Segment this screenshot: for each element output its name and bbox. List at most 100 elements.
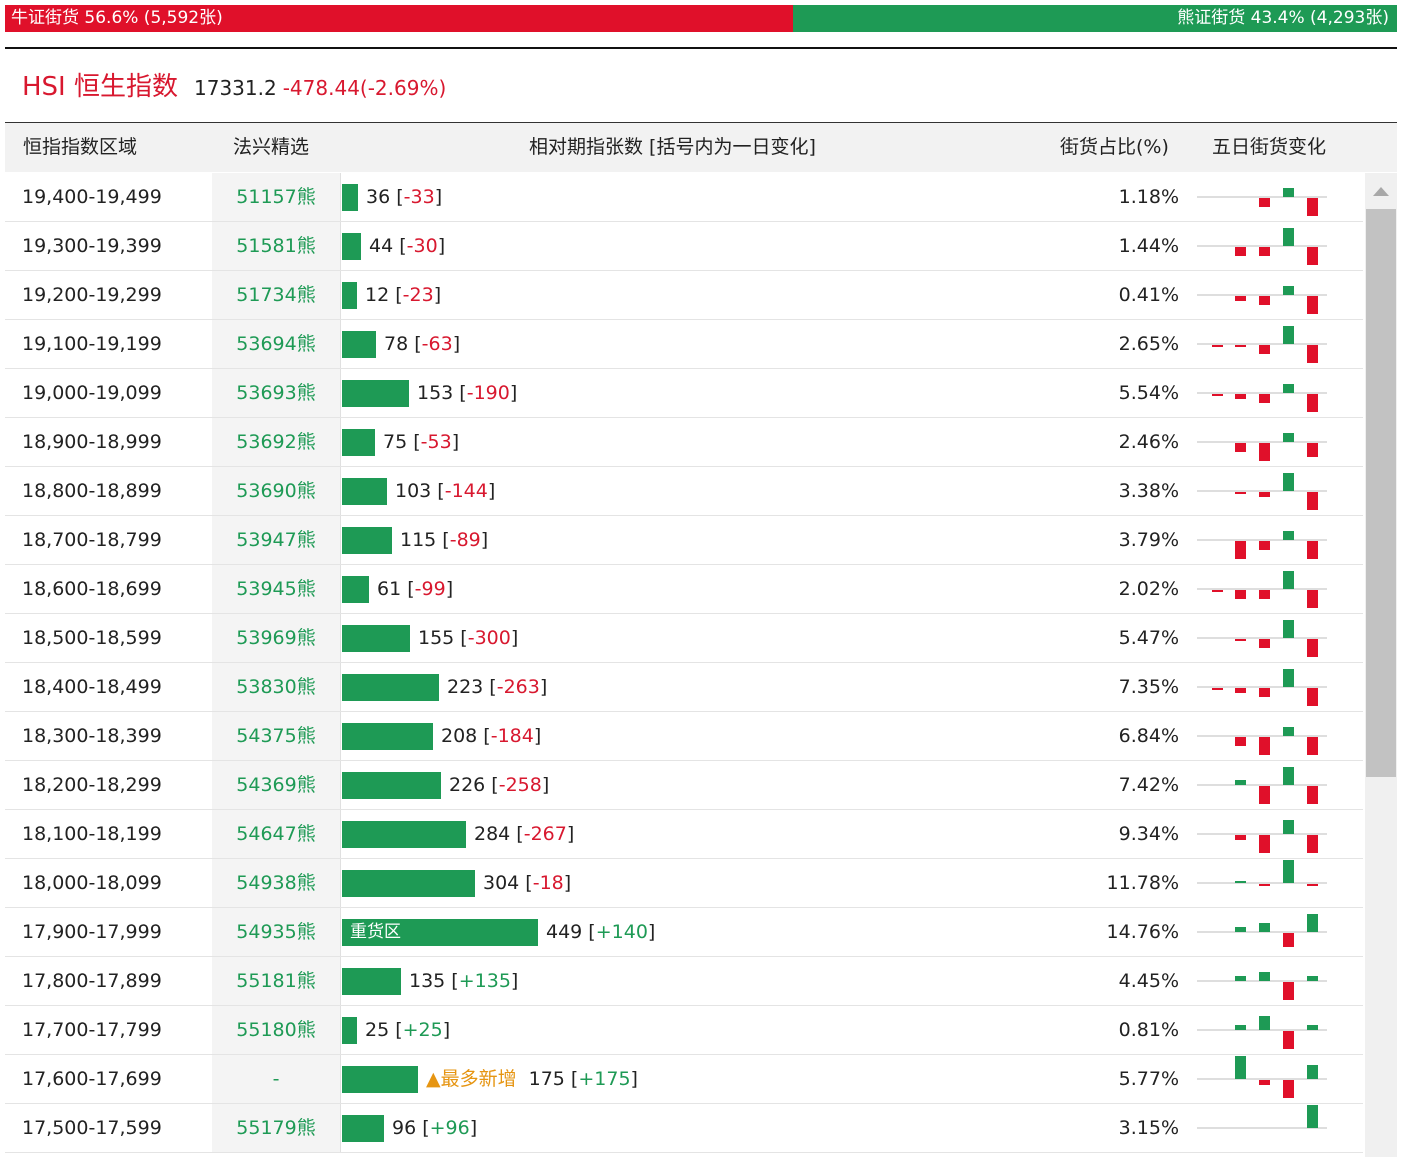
table-row: 18,700-18,799 53947熊 115 [-89] 3.79%	[5, 516, 1363, 565]
daily-change: -18	[532, 872, 564, 894]
table-header: 恒指指数区域 法兴精选 相对期指张数 [括号内为一日变化] 街货占比(%) 五日…	[5, 122, 1397, 172]
contracts-text: 96 [+96]	[392, 1117, 478, 1139]
contracts-text: 223 [-263]	[447, 676, 548, 698]
range-cell: 18,800-18,899	[22, 480, 162, 502]
range-cell: 17,700-17,799	[22, 1019, 162, 1041]
daily-change: +25	[402, 1019, 443, 1041]
sparkline-bar	[1283, 1080, 1294, 1098]
sparkline-bar	[1307, 884, 1318, 886]
contracts-text: 103 [-144]	[395, 480, 496, 502]
contracts-count: 155	[418, 627, 455, 649]
percentage-cell: 2.02%	[1118, 578, 1179, 600]
pick-link[interactable]: 53693熊	[212, 369, 340, 417]
percentage-cell: 2.65%	[1118, 333, 1179, 355]
daily-change: -30	[406, 235, 438, 257]
sparkline-bar	[1235, 541, 1246, 559]
sparkline-bar	[1307, 590, 1318, 608]
sparkline-bar	[1307, 688, 1318, 706]
contracts-cell: 61 [-99]	[340, 565, 1041, 613]
range-cell: 17,900-17,999	[22, 921, 162, 943]
daily-change: -267	[523, 823, 567, 845]
contracts-count: 75	[383, 431, 408, 453]
daily-change: -89	[449, 529, 481, 551]
five-day-sparkline	[1197, 908, 1327, 956]
pick-link[interactable]: 53692熊	[212, 418, 340, 466]
scroll-thumb[interactable]	[1366, 209, 1396, 777]
contracts-text: 135 [+135]	[409, 970, 519, 992]
contracts-bar	[342, 625, 410, 652]
pick-link[interactable]: 53969熊	[212, 614, 340, 662]
contracts-text: 226 [-258]	[449, 774, 550, 796]
range-cell: 19,400-19,499	[22, 186, 162, 208]
sparkline-bar	[1283, 473, 1294, 491]
five-day-sparkline	[1197, 957, 1327, 1005]
pick-link[interactable]: 54369熊	[212, 761, 340, 809]
contracts-cell: 96 [+96]	[340, 1104, 1041, 1152]
pick-link[interactable]: 53694熊	[212, 320, 340, 368]
daily-change: +96	[429, 1117, 470, 1139]
contracts-bar	[342, 674, 439, 701]
contracts-text: 284 [-267]	[474, 823, 575, 845]
daily-change: -144	[444, 480, 488, 502]
pick-link[interactable]: 53690熊	[212, 467, 340, 515]
contracts-bar	[342, 331, 376, 358]
contracts-count: 115	[400, 529, 437, 551]
five-day-sparkline	[1197, 1006, 1327, 1054]
contracts-count: 175	[528, 1068, 565, 1090]
sparkline-bar	[1259, 247, 1270, 256]
sparkline-bar	[1259, 296, 1270, 305]
pick-link[interactable]: 55179熊	[212, 1104, 340, 1152]
sparkline-bar	[1259, 923, 1270, 932]
sparkline-bar	[1283, 188, 1294, 197]
sparkline-bar	[1307, 835, 1318, 853]
contracts-text: 12 [-23]	[365, 284, 442, 306]
contracts-bar	[342, 478, 387, 505]
pick-link[interactable]: 55181熊	[212, 957, 340, 1005]
five-day-sparkline	[1197, 712, 1327, 760]
pick-link[interactable]: 51157熊	[212, 173, 340, 221]
sparkline-bar	[1307, 914, 1318, 932]
scrollbar[interactable]	[1365, 173, 1397, 1157]
pick-link[interactable]: 54935熊	[212, 908, 340, 956]
table-row: 18,300-18,399 54375熊 208 [-184] 6.84%	[5, 712, 1363, 761]
sparkline-bar	[1235, 443, 1246, 452]
table-row: 18,200-18,299 54369熊 226 [-258] 7.42%	[5, 761, 1363, 810]
table-row: 19,000-19,099 53693熊 153 [-190] 5.54%	[5, 369, 1363, 418]
daily-change: -190	[466, 382, 510, 404]
pick-link[interactable]: 54938熊	[212, 859, 340, 907]
sparkline-bar	[1259, 835, 1270, 853]
sparkline-bar	[1283, 571, 1294, 589]
percentage-cell: 3.79%	[1118, 529, 1179, 551]
pick-link[interactable]: 53947熊	[212, 516, 340, 564]
bear-street-stock: 熊证街货 43.4% (4,293张)	[792, 5, 1397, 32]
contracts-count: 78	[384, 333, 409, 355]
scroll-up-arrow-icon[interactable]	[1373, 187, 1389, 196]
contracts-bar	[342, 429, 375, 456]
percentage-cell: 14.76%	[1106, 921, 1179, 943]
contracts-bar	[342, 772, 441, 799]
pick-link[interactable]: 51581熊	[212, 222, 340, 270]
range-cell: 18,300-18,399	[22, 725, 162, 747]
contracts-count: 96	[392, 1117, 417, 1139]
pick-link[interactable]: 54375熊	[212, 712, 340, 760]
contracts-bar	[342, 282, 357, 309]
contracts-cell: 44 [-30]	[340, 222, 1041, 270]
sparkline-bar	[1235, 1056, 1246, 1079]
max-increase-label: ▲最多新增	[426, 1068, 517, 1090]
contracts-count: 153	[417, 382, 454, 404]
pick-link[interactable]: 53830熊	[212, 663, 340, 711]
percentage-cell: 0.81%	[1118, 1019, 1179, 1041]
pick-link[interactable]: 54647熊	[212, 810, 340, 858]
range-cell: 18,600-18,699	[22, 578, 162, 600]
contracts-text: ▲最多新增 175 [+175]	[426, 1068, 638, 1090]
contracts-count: 226	[449, 774, 486, 796]
sparkline-bar	[1259, 639, 1270, 648]
pick-link[interactable]: 51734熊	[212, 271, 340, 319]
contracts-bar	[342, 821, 466, 848]
sparkline-bar	[1307, 541, 1318, 559]
contracts-bar	[342, 184, 358, 211]
pick-link[interactable]: 55180熊	[212, 1006, 340, 1054]
daily-change: -23	[402, 284, 434, 306]
sparkline-bar	[1283, 933, 1294, 947]
pick-link[interactable]: 53945熊	[212, 565, 340, 613]
